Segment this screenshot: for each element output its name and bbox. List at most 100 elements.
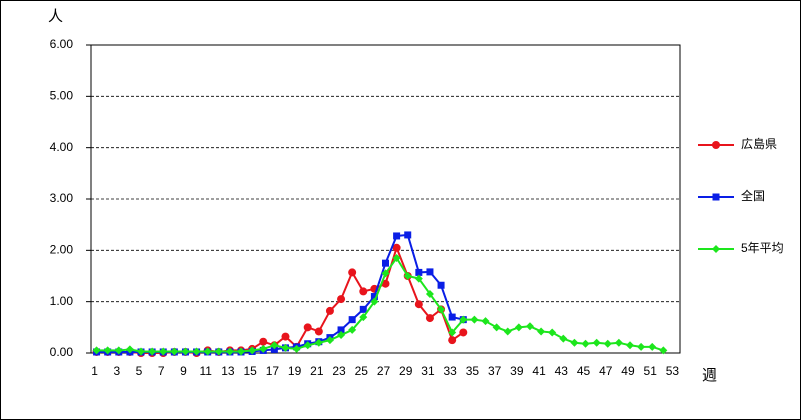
- point: [392, 243, 401, 252]
- series-line: [96, 244, 464, 355]
- x-tick-label: 7: [158, 364, 165, 378]
- x-tick-label: 13: [221, 364, 235, 378]
- point: [259, 337, 268, 346]
- y-tick-label: 1.00: [50, 294, 74, 308]
- y-tick-label: 0.00: [50, 345, 74, 359]
- point: [103, 346, 112, 355]
- point: [537, 327, 546, 336]
- point: [603, 339, 612, 348]
- x-tick-label: 19: [288, 364, 302, 378]
- series-line: [96, 256, 664, 353]
- point: [314, 327, 323, 336]
- x-tick-label: 47: [599, 364, 613, 378]
- point: [425, 289, 434, 298]
- point: [448, 328, 457, 337]
- point: [114, 346, 123, 355]
- x-tick-label: 41: [532, 364, 546, 378]
- x-tick-label: 49: [621, 364, 635, 378]
- plot-border: [90, 44, 681, 354]
- point: [548, 328, 557, 337]
- point: [614, 338, 623, 347]
- x-tick-label: 11: [199, 364, 212, 378]
- point: [448, 313, 456, 321]
- point: [337, 295, 346, 304]
- point: [281, 343, 290, 352]
- y-tick-label: 2.00: [50, 243, 74, 257]
- x-tick-label: 25: [355, 364, 369, 378]
- x-unit: 週: [702, 367, 717, 384]
- point: [214, 347, 223, 356]
- legend-marker: [712, 245, 720, 253]
- point: [392, 254, 401, 263]
- point: [92, 346, 101, 355]
- y-unit: 人: [48, 8, 63, 25]
- y-tick-label: 5.00: [50, 89, 74, 103]
- point: [348, 325, 357, 334]
- point: [525, 322, 534, 331]
- point: [570, 338, 579, 347]
- y-tick-label: 6.00: [50, 37, 74, 51]
- x-tick-label: 21: [310, 364, 324, 378]
- point: [426, 268, 434, 276]
- x-tick-label: 17: [266, 364, 280, 378]
- point: [359, 305, 367, 313]
- point: [159, 347, 168, 356]
- point: [348, 316, 356, 324]
- point: [370, 297, 379, 306]
- point: [559, 334, 568, 343]
- legend-label: 5年平均: [741, 241, 784, 255]
- x-tick-label: 35: [466, 364, 480, 378]
- point: [414, 300, 423, 309]
- x-tick-label: 33: [443, 364, 457, 378]
- x-tick-label: 39: [510, 364, 524, 378]
- point: [259, 344, 268, 353]
- point: [292, 344, 301, 353]
- y-tick-label: 4.00: [50, 140, 74, 154]
- point: [481, 317, 490, 326]
- point: [248, 346, 257, 355]
- x-tick-label: 23: [332, 364, 346, 378]
- legend-label: 全国: [741, 188, 765, 203]
- point: [314, 338, 323, 347]
- point: [359, 313, 368, 322]
- x-tick-label: 29: [399, 364, 413, 378]
- point: [414, 274, 423, 283]
- point: [437, 281, 445, 289]
- point: [425, 314, 434, 323]
- point: [303, 341, 312, 350]
- point: [492, 323, 501, 332]
- x-tick-label: 53: [666, 364, 680, 378]
- point: [382, 259, 389, 267]
- x-tick-label: 1: [91, 364, 98, 378]
- point: [181, 347, 190, 356]
- point: [225, 347, 234, 356]
- point: [637, 342, 646, 351]
- point: [237, 347, 246, 356]
- point: [148, 347, 157, 356]
- x-tick-label: 9: [180, 364, 187, 378]
- legend-label: 広島県: [741, 136, 777, 151]
- point: [503, 327, 512, 336]
- x-tick-label: 15: [243, 364, 257, 378]
- x-tick-label: 3: [113, 364, 120, 378]
- point: [404, 231, 412, 239]
- x-tick-label: 45: [577, 364, 591, 378]
- point: [325, 306, 334, 315]
- legend-marker: [712, 141, 720, 149]
- point: [281, 332, 290, 341]
- x-tick-label: 5: [136, 364, 143, 378]
- point: [459, 328, 468, 337]
- legend-marker: [712, 193, 720, 201]
- point: [359, 287, 368, 296]
- point: [348, 268, 357, 277]
- point: [470, 315, 479, 324]
- point: [592, 338, 601, 347]
- x-tick-label: 51: [644, 364, 658, 378]
- point: [437, 305, 446, 314]
- point: [393, 232, 401, 240]
- point: [415, 268, 423, 276]
- point: [403, 272, 412, 280]
- point: [203, 347, 212, 356]
- point: [325, 336, 334, 345]
- y-tick-label: 3.00: [50, 191, 74, 205]
